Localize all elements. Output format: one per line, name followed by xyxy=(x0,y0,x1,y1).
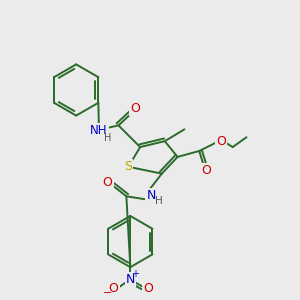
Text: +: + xyxy=(131,269,139,279)
Text: N: N xyxy=(146,189,156,202)
Text: O: O xyxy=(103,176,112,189)
Text: −: − xyxy=(103,288,112,298)
Text: O: O xyxy=(109,282,118,295)
Text: O: O xyxy=(143,282,153,295)
Text: NH: NH xyxy=(90,124,108,137)
Text: H: H xyxy=(104,133,111,143)
Text: O: O xyxy=(216,135,226,148)
Text: O: O xyxy=(130,102,140,115)
Text: H: H xyxy=(155,196,163,206)
Text: O: O xyxy=(201,164,211,177)
Text: N: N xyxy=(126,274,135,286)
Text: S: S xyxy=(124,160,132,173)
